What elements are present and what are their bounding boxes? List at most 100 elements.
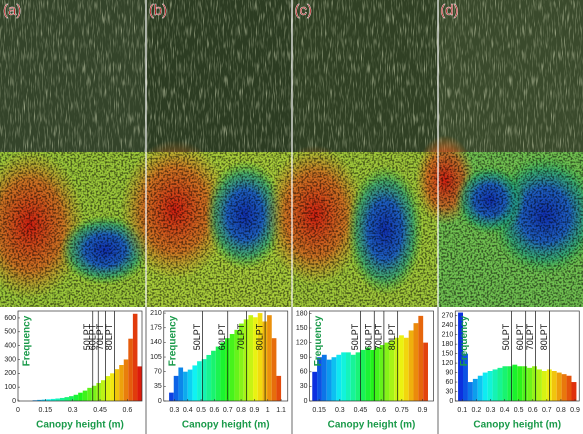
bar xyxy=(517,366,523,401)
x-tick-label: 1.1 xyxy=(276,407,286,414)
y-tick-label: 90 xyxy=(445,369,453,376)
bar xyxy=(173,375,179,401)
threshold-label: 80LPT xyxy=(539,323,549,350)
bar xyxy=(123,359,129,401)
bar xyxy=(197,361,202,401)
threshold-label: 80LPT xyxy=(104,323,114,350)
bar xyxy=(87,387,92,401)
panel-label: (a) xyxy=(3,2,21,19)
bar xyxy=(551,371,557,401)
bar xyxy=(178,367,184,401)
y-axis-label: Frequency xyxy=(167,315,178,366)
bar xyxy=(276,375,282,401)
y-tick-label: 140 xyxy=(150,339,162,346)
x-axis-label: Canopy height (m) xyxy=(36,420,124,431)
threshold-label: 60LPT xyxy=(88,323,98,350)
bar xyxy=(418,315,424,401)
x-axis-label: Canopy height (m) xyxy=(328,420,416,431)
y-tick-label: 150 xyxy=(442,350,454,357)
bar xyxy=(64,397,70,401)
threshold-label: 80LPT xyxy=(254,323,264,350)
y-tick-label: 120 xyxy=(442,360,454,367)
x-tick-label: 0.45 xyxy=(354,407,368,414)
plot-frame xyxy=(309,310,434,402)
bar xyxy=(96,383,101,401)
bar xyxy=(312,371,318,401)
bar xyxy=(482,372,488,401)
bar xyxy=(100,380,106,401)
panel-label: (b) xyxy=(149,2,167,19)
bar xyxy=(350,354,356,401)
bar xyxy=(477,375,483,401)
x-tick-label: 0.5 xyxy=(196,407,206,414)
bar xyxy=(384,342,390,401)
y-tick-label: 500 xyxy=(4,329,16,336)
bar xyxy=(37,399,42,401)
bar xyxy=(132,313,138,401)
bar xyxy=(105,376,111,401)
threshold-label: 70LPT xyxy=(236,323,246,350)
bar xyxy=(257,313,263,401)
y-tick-label: 175 xyxy=(150,325,162,332)
y-tick-label: 600 xyxy=(4,315,16,322)
y-tick-label: 300 xyxy=(4,356,16,363)
bar xyxy=(403,337,409,401)
threshold-label: 60LPT xyxy=(364,323,374,350)
x-tick-label: 0.45 xyxy=(93,407,107,414)
bar xyxy=(423,342,428,401)
x-axis-label: Canopy height (m) xyxy=(473,420,561,431)
bar xyxy=(502,366,508,401)
y-tick-label: 180 xyxy=(442,341,454,348)
x-tick-label: 0.15 xyxy=(312,407,326,414)
bar xyxy=(211,350,216,401)
y-tick-label: 100 xyxy=(4,384,16,391)
bar xyxy=(46,399,51,401)
bar xyxy=(487,371,493,401)
bar xyxy=(472,378,478,401)
y-tick-label: 210 xyxy=(150,310,162,317)
y-tick-label: 240 xyxy=(442,322,454,329)
bar xyxy=(467,382,473,401)
x-tick-label: 0.8 xyxy=(236,407,246,414)
bar xyxy=(321,354,327,401)
x-tick-label: 0.8 xyxy=(556,407,566,414)
bar xyxy=(536,369,542,401)
x-tick-label: 0.3 xyxy=(170,407,180,414)
x-tick-label: 0.15 xyxy=(39,407,53,414)
plot-frame xyxy=(163,310,289,402)
bar xyxy=(239,323,244,401)
bar xyxy=(336,354,342,401)
bar xyxy=(522,366,528,401)
bar xyxy=(192,365,198,401)
x-tick-label: 0.6 xyxy=(376,407,386,414)
threshold-label: 50LPT xyxy=(82,323,92,350)
bar xyxy=(365,347,371,401)
bar xyxy=(341,352,347,401)
plot-frame xyxy=(17,310,143,402)
y-tick-label: 0 xyxy=(449,398,453,405)
x-tick-label: 0.3 xyxy=(335,407,345,414)
bar xyxy=(187,369,193,401)
bar xyxy=(389,340,395,401)
bar xyxy=(73,394,79,401)
bar xyxy=(169,392,174,401)
bar xyxy=(458,312,463,401)
bar xyxy=(128,338,133,401)
bar xyxy=(399,335,404,401)
y-tick-label: 400 xyxy=(4,342,16,349)
bar xyxy=(360,349,366,401)
bar xyxy=(220,342,226,401)
bar xyxy=(271,338,277,401)
bar xyxy=(463,353,468,401)
y-tick-label: 200 xyxy=(4,370,16,377)
bar xyxy=(82,390,88,401)
y-tick-label: 90 xyxy=(300,354,308,361)
bar xyxy=(566,375,572,401)
y-tick-label: 0 xyxy=(158,398,162,405)
bar xyxy=(561,374,567,401)
bar xyxy=(492,369,498,401)
bar xyxy=(394,337,400,401)
y-tick-label: 105 xyxy=(150,354,162,361)
